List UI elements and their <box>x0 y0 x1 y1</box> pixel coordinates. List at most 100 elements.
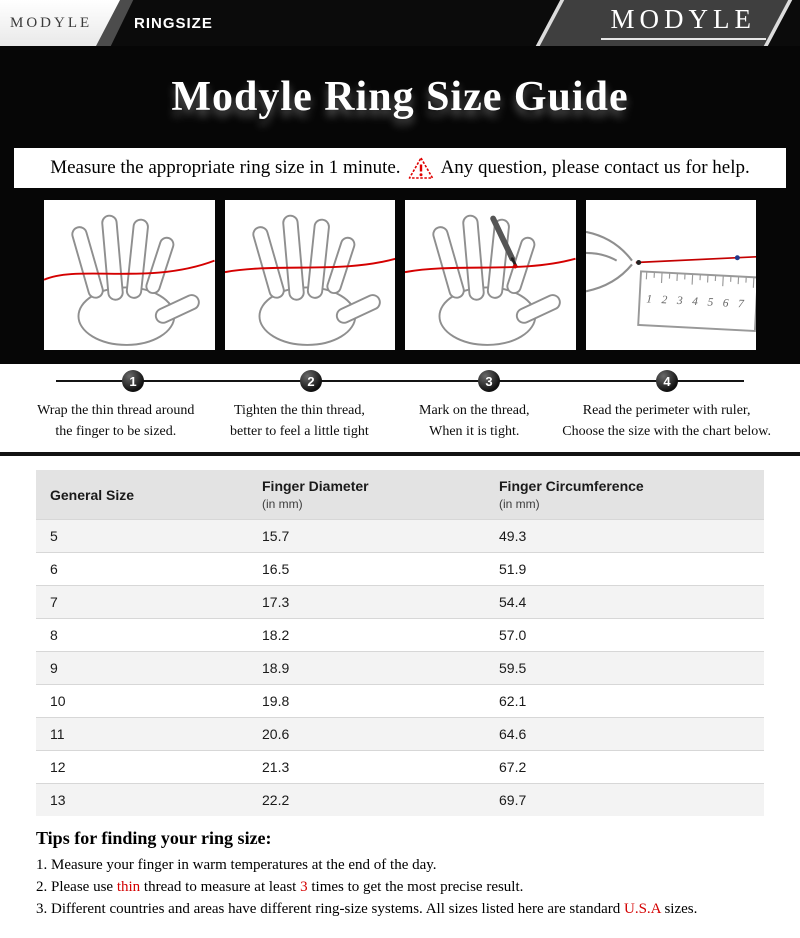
step-cell-2: 2 <box>222 370 400 392</box>
ruler-number-7: 7 <box>737 298 745 310</box>
ruler-number-1: 1 <box>645 293 651 305</box>
cell-circumference: 69.7 <box>485 783 764 816</box>
cell-circumference: 67.2 <box>485 750 764 784</box>
tips-section: Tips for finding your ring size: 1. Meas… <box>0 816 800 932</box>
finger-circumference-title: Finger Circumference <box>499 478 644 494</box>
tip3-highlight-usa: U.S.A <box>624 900 661 917</box>
step-circle-1: 1 <box>122 370 144 392</box>
step3-caption-line2: When it is tight. <box>429 424 520 439</box>
cell-diameter: 22.2 <box>248 783 485 816</box>
finger-circumference-unit: (in mm) <box>499 497 540 511</box>
table-row: 11 20.6 64.6 <box>36 717 764 751</box>
tip2-highlight-thin: thin <box>116 878 141 895</box>
col-header-general-size: General Size <box>36 470 248 520</box>
ruler-number-5: 5 <box>707 297 714 309</box>
ruler-number-2: 2 <box>661 294 668 306</box>
col-header-finger-circumference: Finger Circumference (in mm) <box>485 470 764 520</box>
hero-section: Modyle Ring Size Guide Measure the appro… <box>0 46 800 364</box>
hand-illustration-step1 <box>44 200 215 350</box>
cell-circumference: 57.0 <box>485 618 764 652</box>
step-circle-3: 3 <box>478 370 500 392</box>
step-caption-3: Mark on the thread, When it is tight. <box>395 400 553 442</box>
table-row: 10 19.8 62.1 <box>36 684 764 718</box>
ruler-number-6: 6 <box>722 297 729 309</box>
table-row: 5 15.7 49.3 <box>36 519 764 553</box>
step1-caption-line2: the finger to be sized. <box>55 424 177 439</box>
notice-tail-text: Any question, please contact us for help… <box>440 157 750 178</box>
step-circle-4: 4 <box>656 370 678 392</box>
step-captions: Wrap the thin thread around the finger t… <box>0 398 800 452</box>
step-cell-1: 1 <box>44 370 222 392</box>
tips-heading: Tips for finding your ring size: <box>36 828 272 848</box>
brand-logo-right-wrap: MODYLE <box>600 4 766 40</box>
tip-item-2: 2. Please use thin thread to measure at … <box>36 877 764 899</box>
cell-size: 5 <box>36 519 248 553</box>
finger-diameter-title: Finger Diameter <box>262 478 369 494</box>
cell-diameter: 18.9 <box>248 651 485 685</box>
tip-item-3: 3. Different countries and areas have di… <box>36 899 764 921</box>
brand-logo-right: MODYLE <box>600 4 766 40</box>
step2-caption-line2: better to feel a little tight <box>230 424 369 439</box>
cell-size: 13 <box>36 783 248 816</box>
cell-size: 12 <box>36 750 248 784</box>
cell-size: 6 <box>36 552 248 586</box>
table-row: 12 21.3 67.2 <box>36 750 764 784</box>
cell-diameter: 16.5 <box>248 552 485 586</box>
tip1-text: 1. Measure your finger in warm temperatu… <box>36 857 437 873</box>
step-cell-4: 4 <box>578 370 756 392</box>
cell-circumference: 62.1 <box>485 684 764 718</box>
cell-circumference: 49.3 <box>485 519 764 553</box>
cell-circumference: 54.4 <box>485 585 764 619</box>
page-title: Modyle Ring Size Guide <box>171 74 629 120</box>
step-cell-3: 3 <box>400 370 578 392</box>
table-row: 13 22.2 69.7 <box>36 783 764 816</box>
cell-circumference: 51.9 <box>485 552 764 586</box>
step2-caption-line1: Tighten the thin thread, <box>233 403 365 418</box>
cell-diameter: 18.2 <box>248 618 485 652</box>
tip2-segment: thread to measure at least <box>140 878 301 895</box>
tip2-highlight-3: 3 <box>300 878 308 895</box>
cell-size: 8 <box>36 618 248 652</box>
tip3-segment: sizes. <box>660 900 698 917</box>
step3-caption-line1: Mark on the thread, <box>419 403 530 418</box>
table-row: 7 17.3 54.4 <box>36 585 764 619</box>
cell-circumference: 64.6 <box>485 717 764 751</box>
step-indicator-strip: 1 2 3 4 <box>0 364 800 398</box>
step1-caption-line1: Wrap the thin thread around <box>37 403 195 418</box>
cell-circumference: 59.5 <box>485 651 764 685</box>
hand-illustration-step2 <box>224 200 395 350</box>
col-header-finger-diameter: Finger Diameter (in mm) <box>248 470 485 520</box>
cell-size: 9 <box>36 651 248 685</box>
nav-tab-ringsize[interactable]: RINGSIZE <box>134 14 213 32</box>
top-header-bar: MODYLE RINGSIZE MODYLE <box>0 0 800 46</box>
cell-diameter: 17.3 <box>248 585 485 619</box>
section-divider-rule <box>0 452 800 456</box>
finger-diameter-unit: (in mm) <box>262 497 303 511</box>
hero-title-wrap: Modyle Ring Size Guide <box>0 46 800 148</box>
step4-caption-line2: Choose the size with the chart below. <box>562 424 771 439</box>
step-caption-4: Read the perimeter with ruler, Choose th… <box>561 400 772 442</box>
table-row: 6 16.5 51.9 <box>36 552 764 586</box>
brand-logo-left: MODYLE <box>10 14 93 31</box>
illustration-panels: 1 2 3 4 5 6 7 <box>0 188 800 364</box>
table-row: 8 18.2 57.0 <box>36 618 764 652</box>
tip2-segment: times to get the most precise result. <box>307 878 524 895</box>
step4-caption-line1: Read the perimeter with ruler, <box>582 403 751 418</box>
ring-size-table: General Size Finger Diameter (in mm) Fin… <box>36 470 764 816</box>
tip-item-1: 1. Measure your finger in warm temperatu… <box>36 855 764 877</box>
tip3-segment: 3. Different countries and areas have di… <box>36 900 624 917</box>
cell-size: 11 <box>36 717 248 751</box>
cell-size: 7 <box>36 585 248 619</box>
table-header-row: General Size Finger Diameter (in mm) Fin… <box>36 470 764 520</box>
cell-size: 10 <box>36 684 248 718</box>
step-connector-line <box>56 380 744 382</box>
hand-illustration-step3 <box>405 200 576 350</box>
ruler-number-3: 3 <box>675 295 683 307</box>
tip2-segment: 2. Please use <box>36 878 117 895</box>
step-caption-2: Tighten the thin thread, better to feel … <box>212 400 388 442</box>
header-left-wedge: MODYLE <box>0 0 120 46</box>
cell-diameter: 20.6 <box>248 717 485 751</box>
cell-diameter: 15.7 <box>248 519 485 553</box>
notice-lead-text: Measure the appropriate ring size in 1 m… <box>50 157 401 178</box>
cell-diameter: 19.8 <box>248 684 485 718</box>
